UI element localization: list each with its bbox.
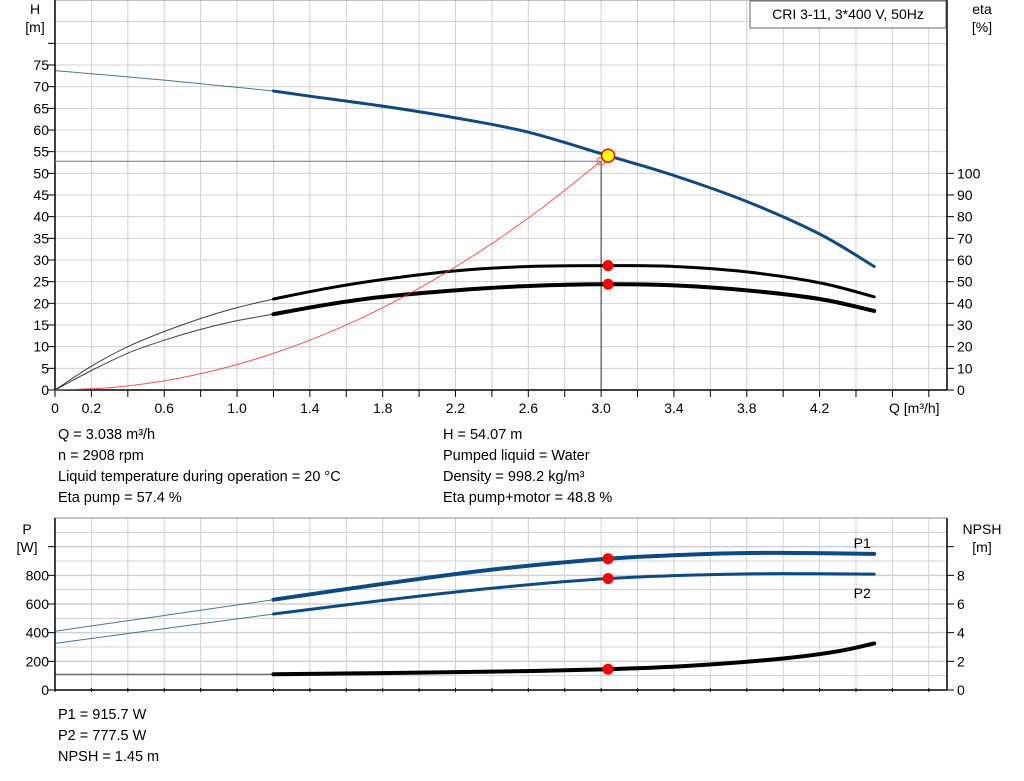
panel1-y-tick-label: 400 [26,625,50,641]
panel1-y-axis-title: P [22,521,31,537]
panel0-x-tick-label: 0.6 [154,400,174,416]
panel1-y2-tick-label: 8 [957,567,965,583]
panel0-y-axis-title: H [30,1,40,17]
panel1-y2-axis-title: NPSH [963,521,1002,537]
panel1-y2-tick-label: 4 [957,625,965,641]
info-p1: P1 = 915.7 W [58,707,147,723]
info-top-left: Q = 3.038 m³/h n = 2908 rpm Liquid tempe… [58,425,341,509]
panel0-x-tick-label: 1.0 [227,400,247,416]
panel0-y-tick-label: 45 [33,187,49,203]
info-npsh: NPSH = 1.45 m [58,749,160,765]
panel0-x-tick-label: 3.4 [664,400,684,416]
panel0-x-tick-label: 1.4 [300,400,320,416]
panel0-y2-tick-label: 0 [957,382,965,398]
panel0-x-tick-label: 3.0 [591,400,611,416]
panel1-y-tick-label: 200 [26,653,50,669]
panel0-x-tick-label: 2.6 [519,400,539,416]
panel1-y-axis-title: [W] [17,539,38,555]
panel1-y-tick-label: 600 [26,596,50,612]
panel0-y-tick-label: 5 [41,360,49,376]
info-head: H = 54.07 m [443,427,523,443]
panel0-y-tick-label: 40 [33,209,49,225]
series-eta-pump-extrapolated [54,298,274,391]
panel0-y2-tick-label: 40 [957,295,973,311]
panel0-y-tick-label: 70 [33,79,49,95]
series-p1-line [271,550,877,602]
duty-point-marker [600,148,616,163]
panel0-x-tick-label: 3.8 [737,400,757,416]
panel0-y2-tick-label: 20 [957,339,973,355]
info-p2: P2 = 777.5 W [58,728,147,744]
chart-title-box [749,0,947,29]
p1-marker [602,553,614,565]
panel0-y-tick-label: 50 [33,165,49,181]
info-eta-pump-motor: Eta pump+motor = 48.8 % [443,490,613,506]
panel0-y-tick-label: 60 [33,122,49,138]
panel1-y2-axis-title: [m] [972,539,991,555]
panel0-y-tick-label: 25 [33,274,49,290]
panel0-y-tick-label: 20 [33,295,49,311]
series-eta-pump-motor-extrapolated [54,313,274,391]
panel0-x-tick-label: 0 [51,400,59,416]
panel0-x-tick-label: 4.2 [810,400,830,416]
panel0-y-tick-label: 35 [33,230,49,246]
eta-pump-motor-marker [602,278,614,290]
series-p2-line [271,572,876,616]
info-liquid: Pumped liquid = Water [443,448,590,464]
panel0-x-tick-label: 2.2 [446,400,466,416]
panel0-y-tick-label: 0 [41,382,49,398]
series-p2-extrapolated [54,613,274,644]
info-top-right: H = 54.07 m Pumped liquid = Water Densit… [443,425,612,509]
panel0-y2-axis-title: eta [972,1,992,17]
panel0-y-tick-label: 10 [33,339,49,355]
panel0-y2-axis-title: [%] [972,19,992,35]
eta-pump-marker [602,260,614,272]
panel0-y2-tick-label: 80 [957,209,973,225]
panel0-y-tick-label: 75 [33,57,49,73]
panel0-y2-tick-label: 70 [957,230,973,246]
series-head-line [271,89,876,268]
chart-title: CRI 3-11, 3*400 V, 50Hz [772,6,924,22]
series-npsh-line [271,641,877,677]
series-eta-pump-motor-line [271,282,877,317]
panel0-x-tick-label: 0.2 [82,400,102,416]
series-head-extrapolated [54,70,274,92]
info-speed: n = 2908 rpm [58,448,144,464]
panel0-x-tick-label: 1.8 [373,400,393,416]
info-density: Density = 998.2 kg/m³ [443,469,585,485]
series-p1-extrapolated [54,599,274,632]
info-flow: Q = 3.038 m³/h [58,427,156,443]
panel0-y-tick-label: 65 [33,100,49,116]
info-temperature: Liquid temperature during operation = 20… [58,469,341,485]
panel0-y2-tick-label: 100 [957,165,981,181]
panel1-y2-tick-label: 0 [957,682,965,698]
panel1-y2-tick-label: 6 [957,596,965,612]
panel0-y-tick-label: 30 [33,252,49,268]
panel0-y2-tick-label: 90 [957,187,973,203]
panel1-y-tick-label: 800 [26,567,50,583]
series-system-curve-line [54,160,602,391]
panel0-y-tick-label: 15 [33,317,49,333]
panel0-y2-tick-label: 50 [957,274,973,290]
panel0-y2-tick-label: 10 [957,360,973,376]
panel0-y-axis-title: [m] [25,19,44,35]
panel0-y2-tick-label: 30 [957,317,973,333]
panel0-y-tick-label: 55 [33,144,49,160]
panel0-x-axis-title: Q [m³/h] [889,400,940,416]
series-label-p2: P2 [854,585,871,601]
npsh-marker [602,663,614,675]
series-label-p1: P1 [854,535,871,551]
info-bottom: P1 = 915.7 W P2 = 777.5 W NPSH = 1.45 m [58,705,159,768]
panel1-y-tick-label: 0 [41,682,49,698]
panel0-y2-tick-label: 60 [957,252,973,268]
p2-marker [602,573,614,585]
series-eta-pump-line [271,264,876,301]
panel1-y2-tick-label: 2 [957,653,965,669]
info-eta-pump: Eta pump = 57.4 % [58,490,182,506]
